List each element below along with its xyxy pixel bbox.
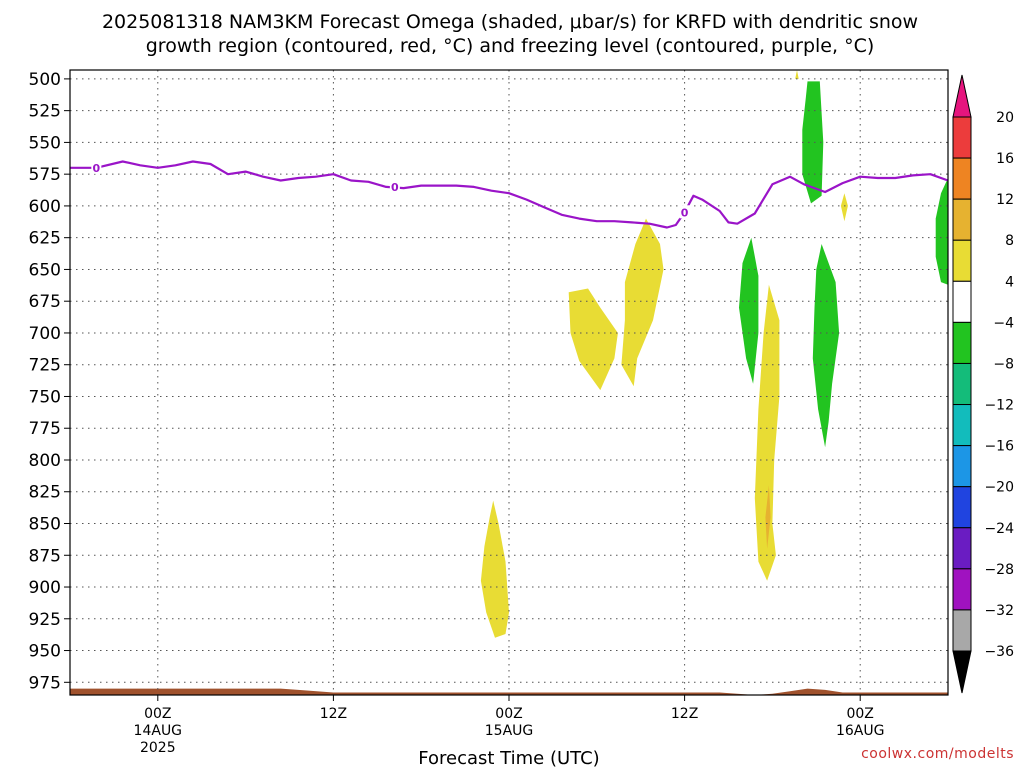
freezing-level-label: 0 (93, 162, 101, 175)
colorbar-label: −4 (993, 315, 1014, 331)
freezing-label-bg (679, 205, 690, 219)
colorbar-label: −8 (993, 356, 1014, 372)
x-tick-label: 12Z (320, 706, 347, 722)
omega-region-8 (739, 237, 759, 384)
y-tick-label: 900 (29, 578, 61, 598)
y-tick-label: 925 (29, 610, 61, 630)
y-tick-label: 750 (29, 387, 61, 407)
x-axis-label: Forecast Time (UTC) (418, 748, 599, 768)
x-tick-label: 14AUG (134, 723, 183, 739)
y-tick-label: 625 (29, 229, 61, 249)
colorbar-segment (952, 116, 972, 159)
colorbar-segment (952, 486, 972, 529)
x-tick-label: 2025 (140, 740, 176, 756)
colorbar-label: −32 (984, 603, 1014, 619)
colorbar-segment (952, 445, 972, 488)
freezing-label-bg (389, 179, 400, 193)
omega-region-0 (621, 218, 664, 387)
freezing-level-label: 0 (391, 181, 399, 194)
y-tick-label: 875 (29, 546, 61, 566)
colorbar-segment (952, 321, 972, 364)
colorbar-segment (952, 404, 972, 447)
freezing-level-line (70, 160, 948, 229)
colorbar-label: 4 (1005, 274, 1014, 290)
freezing-level-layer: 0 0 0 (70, 160, 948, 229)
colorbar-label: −24 (984, 521, 1014, 537)
y-tick-label: 600 (29, 197, 61, 217)
y-tick-label: 775 (29, 419, 61, 439)
freezing-level-label: 0 (681, 206, 689, 219)
colorbar-label: −16 (984, 439, 1014, 455)
x-tick-label: 16AUG (836, 723, 885, 739)
chart-title-line2: growth region (contoured, red, °C) and f… (146, 35, 875, 57)
terrain-layer (70, 688, 948, 695)
omega-region-9 (812, 244, 840, 448)
gridlines (70, 70, 948, 695)
freezing-label-bg (91, 160, 102, 174)
y-tick-label: 550 (29, 133, 61, 153)
colorbar-label: −12 (984, 398, 1014, 414)
y-tick-label: 725 (29, 356, 61, 376)
colorbar-segment (952, 280, 972, 323)
y-tick-label: 800 (29, 451, 61, 471)
omega-region-4 (765, 485, 771, 549)
y-tick-label: 575 (29, 165, 61, 185)
omega-region-7 (802, 81, 824, 204)
y-tick-label: 500 (29, 70, 61, 90)
colorbar-segment (952, 198, 972, 241)
colorbar-top-arrow (952, 74, 972, 118)
y-axis: 500 525 550 575 600 625 650 675 700 725 750 775 800 8… (29, 70, 70, 693)
colorbar-label: 12 (996, 192, 1014, 208)
colorbar-label: −20 (984, 480, 1014, 496)
x-tick-label: 00Z (144, 706, 171, 722)
colorbar-label: −28 (984, 562, 1014, 578)
y-tick-label: 525 (29, 102, 61, 122)
colorbar-segment (952, 527, 972, 570)
colorbar-segment (952, 568, 972, 611)
omega-region-6 (840, 193, 848, 222)
x-tick-label: 00Z (495, 706, 522, 722)
y-tick-label: 675 (29, 292, 61, 312)
colorbar-label: 16 (996, 151, 1014, 167)
y-tick-label: 650 (29, 260, 61, 280)
colorbar: 20 16 12 8 4 −4 −8 −12 −16 −20 −24 −28 −32 −36 (952, 74, 1014, 694)
y-tick-label: 950 (29, 642, 61, 662)
colorbar-segment (952, 609, 972, 652)
colorbar-label: −36 (984, 644, 1014, 660)
chart-title-line1: 2025081318 NAM3KM Forecast Omega (shaded… (102, 11, 918, 33)
y-tick-label: 825 (29, 483, 61, 503)
colorbar-label: 8 (1005, 233, 1014, 249)
colorbar-segment (952, 362, 972, 406)
omega-region-3 (754, 284, 780, 581)
colorbar-bottom-arrow (952, 650, 972, 694)
omega-region-5 (795, 70, 799, 79)
y-tick-label: 975 (29, 673, 61, 693)
credit-text: coolwx.com/modelts (861, 746, 1014, 762)
colorbar-label: 20 (996, 110, 1014, 126)
omega-region-1 (568, 288, 618, 391)
colorbar-segment (952, 239, 972, 282)
terrain-band (70, 688, 948, 695)
x-tick-label: 00Z (846, 706, 873, 722)
colorbar-segment (952, 157, 972, 200)
omega-shaded-regions (480, 70, 948, 638)
x-tick-label: 12Z (671, 706, 698, 722)
y-tick-label: 700 (29, 324, 61, 344)
y-tick-label: 850 (29, 515, 61, 535)
x-tick-label: 15AUG (485, 723, 534, 739)
omega-region-2 (480, 500, 509, 638)
omega-region-10 (935, 178, 948, 285)
